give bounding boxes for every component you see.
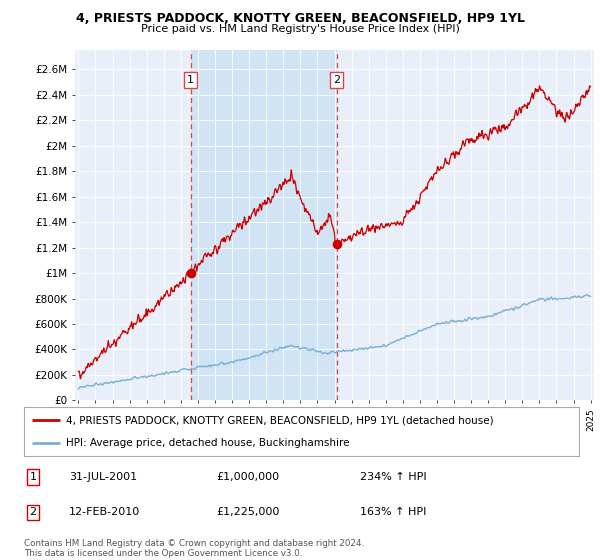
Text: 163% ↑ HPI: 163% ↑ HPI [360,507,427,517]
Text: 4, PRIESTS PADDOCK, KNOTTY GREEN, BEACONSFIELD, HP9 1YL: 4, PRIESTS PADDOCK, KNOTTY GREEN, BEACON… [76,12,524,25]
Text: This data is licensed under the Open Government Licence v3.0.: This data is licensed under the Open Gov… [24,549,302,558]
Text: 4, PRIESTS PADDOCK, KNOTTY GREEN, BEACONSFIELD, HP9 1YL (detached house): 4, PRIESTS PADDOCK, KNOTTY GREEN, BEACON… [65,416,493,426]
Text: 2: 2 [333,75,340,85]
Text: 234% ↑ HPI: 234% ↑ HPI [360,472,427,482]
Text: £1,225,000: £1,225,000 [216,507,280,517]
Text: 1: 1 [29,472,37,482]
Text: 2: 2 [29,507,37,517]
Bar [191,50,337,400]
Text: Contains HM Land Registry data © Crown copyright and database right 2024.: Contains HM Land Registry data © Crown c… [24,539,364,548]
Text: 12-FEB-2010: 12-FEB-2010 [69,507,140,517]
Text: HPI: Average price, detached house, Buckinghamshire: HPI: Average price, detached house, Buck… [65,438,349,448]
Text: Price paid vs. HM Land Registry's House Price Index (HPI): Price paid vs. HM Land Registry's House … [140,24,460,34]
Text: 1: 1 [187,75,194,85]
Text: 31-JUL-2001: 31-JUL-2001 [69,472,137,482]
Text: £1,000,000: £1,000,000 [216,472,279,482]
